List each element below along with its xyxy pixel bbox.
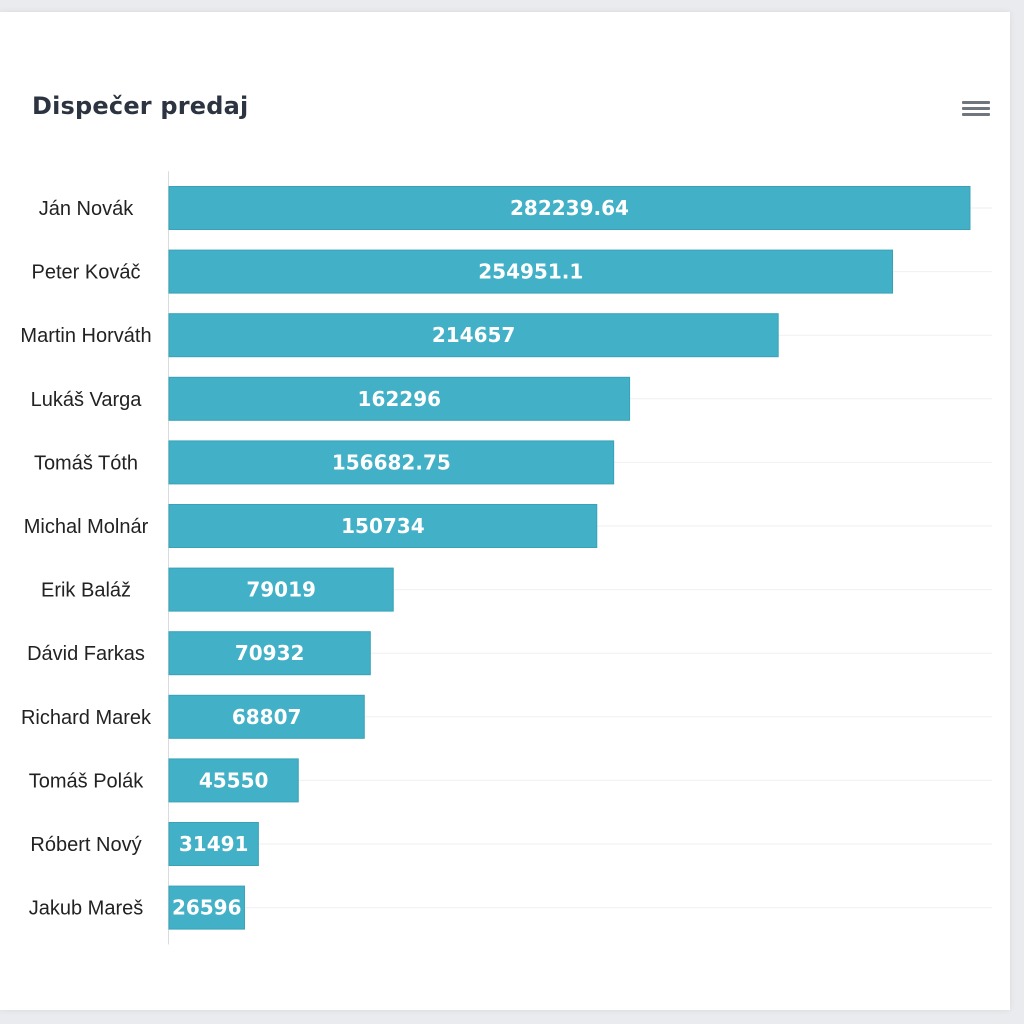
category-label: Ján Novák [39,198,134,220]
category-label: Róbert Nový [30,834,141,856]
menu-line [962,113,990,116]
data-label: 79019 [246,578,316,602]
bar [168,631,371,676]
data-label: 26596 [172,896,242,920]
data-label: 254951.1 [478,260,583,284]
category-label: Michal Molnár [24,516,149,538]
bar [168,504,598,548]
bar [168,376,631,421]
data-label: 150734 [341,514,425,538]
bar [168,885,245,930]
data-label: 31491 [179,832,249,856]
category-label: Dávid Farkas [27,643,145,665]
bar [168,822,259,866]
bar [168,313,779,358]
hamburger-menu-icon[interactable] [958,98,992,122]
data-label: 214657 [432,323,516,347]
category-label: Tomáš Tóth [34,452,138,474]
data-label: 156682.75 [332,450,451,474]
category-label: Lukáš Varga [31,389,143,411]
bar [168,440,615,485]
bar [168,186,971,230]
category-label: Richard Marek [21,707,152,729]
bar [168,249,894,294]
data-label: 70932 [235,641,305,665]
category-label: Tomáš Polák [29,770,144,792]
data-label: 282239.64 [510,196,629,220]
data-label: 45550 [199,768,269,792]
bar [168,694,365,739]
bar [168,567,394,612]
bar [168,758,299,803]
chart-title: Dispečer predaj [32,92,249,120]
category-label: Jakub Mareš [29,898,144,920]
category-label: Erik Baláž [41,580,131,602]
menu-line [962,101,990,104]
data-label: 162296 [358,387,442,411]
category-label: Peter Kováč [32,262,141,284]
category-label: Martin Horváth [20,325,151,347]
data-label: 68807 [232,705,302,729]
menu-line [962,107,990,110]
